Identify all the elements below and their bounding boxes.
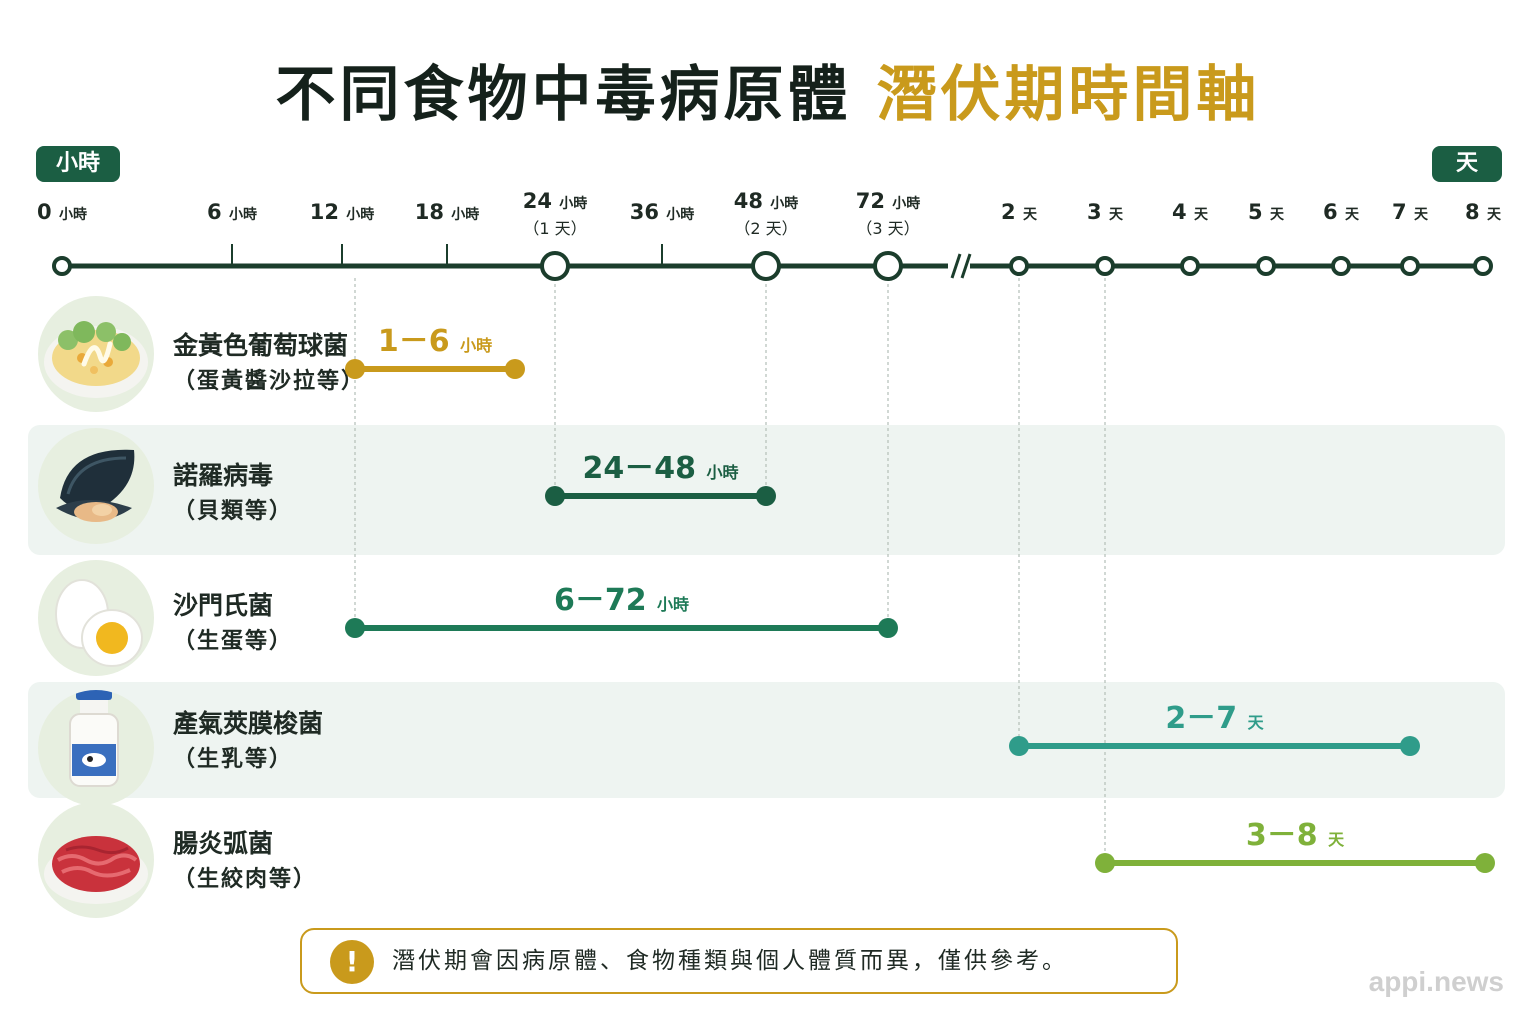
axis-break-mark [950, 253, 962, 279]
watermark: appi.news [1368, 966, 1504, 997]
axis-tick-label: 48 小時 [734, 189, 799, 213]
axis-node [1473, 256, 1493, 276]
mayo-salad-icon [38, 296, 154, 412]
axis-node-major [873, 251, 903, 281]
incubation-range-label: 3－8 天 [1246, 818, 1345, 853]
pathogen-source: （生蛋等） [173, 629, 294, 654]
pathogen-label-staphylococcus: 金黃色葡萄球菌 （蛋黃醬沙拉等） [173, 328, 365, 400]
pathogen-label-clostridium: 產氣莢膜梭菌 （生乳等） [173, 706, 323, 778]
days-unit-tag: 天 [1432, 146, 1502, 182]
hours-unit-tag: 小時 [36, 146, 120, 182]
incubation-bar-end [1475, 853, 1495, 873]
incubation-bar-end [1400, 736, 1420, 756]
axis-tick-label: 2 天 [1001, 200, 1038, 224]
ground-meat-icon [38, 802, 154, 918]
pathogen-label-norovirus: 諾羅病毒 （貝類等） [173, 458, 293, 530]
pathogen-name: 沙門氏菌 [173, 591, 274, 620]
axis-tick-label: 6 天 [1323, 200, 1360, 224]
incubation-bar-end [878, 618, 898, 638]
axis-tick-label: 72 小時 [856, 189, 921, 213]
disclaimer-text: 潛伏期會因病原體、食物種類與個人體質而異，僅供參考。 [392, 948, 1068, 974]
axis-tick-label: 36 小時 [630, 200, 695, 224]
axis-tick-label: 7 天 [1392, 200, 1429, 224]
incubation-bar-start [345, 359, 365, 379]
axis-tick-label: 24 小時 [523, 189, 588, 213]
axis-tick-label: 3 天 [1087, 200, 1124, 224]
pathogen-source: （生絞肉等） [173, 867, 318, 892]
incubation-range-label: 2－7 天 [1165, 701, 1264, 736]
axis-tick-sublabel: （3 天） [856, 219, 919, 238]
pathogen-source: （生乳等） [173, 747, 294, 772]
pathogen-name: 諾羅病毒 [173, 461, 274, 490]
pathogen-name: 腸炎弧菌 [173, 829, 274, 858]
disclaimer-note: ! 潛伏期會因病原體、食物種類與個人體質而異，僅供參考。 [300, 928, 1178, 994]
axis-node [1009, 256, 1029, 276]
warning-icon: ! [330, 940, 374, 984]
pathogen-name: 金黃色葡萄球菌 [173, 331, 349, 360]
incubation-bar-start [345, 618, 365, 638]
incubation-bar-start [1009, 736, 1029, 756]
incubation-bar-end [505, 359, 525, 379]
title-main: 不同食物中毒病原體 [275, 60, 852, 130]
incubation-bar-start [1095, 853, 1115, 873]
axis-node-major [540, 251, 570, 281]
incubation-range-label: 1－6 小時 [378, 324, 492, 359]
pathogen-name: 產氣莢膜梭菌 [173, 709, 324, 738]
axis-tick-label: 8 天 [1465, 200, 1502, 224]
axis-tick-label: 18 小時 [415, 200, 480, 224]
axis-node [1400, 256, 1420, 276]
pathogen-label-vibrio: 腸炎弧菌 （生絞肉等） [173, 826, 317, 898]
axis-tick-label: 6 小時 [207, 200, 257, 224]
incubation-range-label: 6－72 小時 [554, 583, 689, 618]
row-background-clostridium [28, 682, 1505, 798]
pathogen-label-salmonella: 沙門氏菌 （生蛋等） [173, 588, 293, 660]
incubation-bar-end [756, 486, 776, 506]
axis-node [1095, 256, 1115, 276]
mussel-icon [38, 428, 154, 544]
axis-tick-label: 4 天 [1172, 200, 1209, 224]
axis-node-major [751, 251, 781, 281]
axis-tick-label: 5 天 [1248, 200, 1285, 224]
page-title: 不同食物中毒病原體 潛伏期時間軸 [0, 46, 1536, 133]
pathogen-source: （貝類等） [173, 499, 294, 524]
axis-tick-sublabel: （2 天） [734, 219, 797, 238]
title-highlight: 潛伏期時間軸 [876, 60, 1261, 130]
axis-tick-sublabel: （1 天） [523, 219, 586, 238]
incubation-range-label: 24－48 小時 [583, 451, 739, 486]
axis-node [1180, 256, 1200, 276]
axis-tick-label: 12 小時 [310, 200, 375, 224]
axis-node [1331, 256, 1351, 276]
axis-node [1256, 256, 1276, 276]
incubation-bar-start [545, 486, 565, 506]
axis-tick-label: 0 小時 [37, 200, 87, 224]
egg-icon [38, 560, 154, 676]
milk-bottle-icon [38, 690, 154, 806]
axis-node [52, 256, 72, 276]
pathogen-source: （蛋黃醬沙拉等） [173, 369, 366, 394]
axis-break-mark [960, 253, 972, 279]
